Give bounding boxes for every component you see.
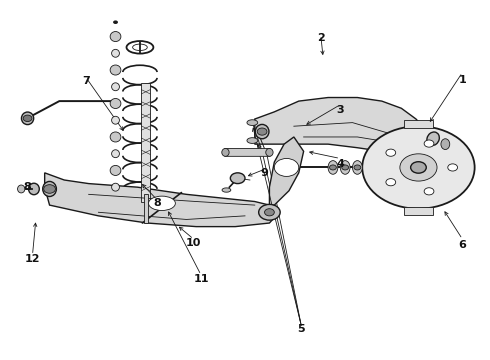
- Circle shape: [386, 149, 395, 156]
- Ellipse shape: [222, 188, 231, 192]
- Text: 12: 12: [24, 254, 40, 264]
- FancyBboxPatch shape: [404, 207, 433, 215]
- Circle shape: [424, 188, 434, 195]
- Polygon shape: [45, 173, 279, 226]
- Circle shape: [354, 165, 361, 170]
- Ellipse shape: [427, 132, 440, 145]
- Circle shape: [386, 179, 395, 186]
- Ellipse shape: [28, 183, 39, 195]
- Ellipse shape: [247, 120, 258, 126]
- Ellipse shape: [247, 138, 258, 143]
- Ellipse shape: [222, 148, 229, 156]
- Circle shape: [274, 158, 299, 176]
- Ellipse shape: [112, 183, 120, 191]
- FancyBboxPatch shape: [144, 194, 147, 223]
- Text: 5: 5: [297, 324, 305, 334]
- Text: 8: 8: [24, 182, 31, 192]
- Text: 11: 11: [193, 274, 209, 284]
- Ellipse shape: [112, 150, 120, 158]
- Circle shape: [330, 165, 336, 170]
- Ellipse shape: [352, 161, 362, 174]
- Text: 7: 7: [82, 76, 90, 86]
- Text: 10: 10: [186, 238, 201, 248]
- Ellipse shape: [255, 125, 269, 139]
- Polygon shape: [270, 137, 304, 205]
- Ellipse shape: [110, 65, 121, 75]
- Text: 8: 8: [153, 198, 161, 208]
- Text: 3: 3: [337, 105, 344, 115]
- Ellipse shape: [328, 161, 338, 174]
- Ellipse shape: [112, 116, 120, 124]
- Ellipse shape: [112, 49, 120, 57]
- Ellipse shape: [110, 165, 121, 175]
- FancyBboxPatch shape: [224, 148, 270, 156]
- Text: 1: 1: [459, 75, 466, 85]
- Ellipse shape: [110, 132, 121, 142]
- Ellipse shape: [112, 83, 120, 91]
- Polygon shape: [255, 98, 431, 155]
- FancyBboxPatch shape: [404, 120, 433, 128]
- Circle shape: [342, 165, 348, 170]
- Text: 6: 6: [459, 239, 466, 249]
- Ellipse shape: [22, 112, 34, 125]
- Circle shape: [23, 115, 32, 122]
- Circle shape: [44, 185, 55, 193]
- Text: 2: 2: [317, 33, 324, 43]
- Circle shape: [265, 209, 274, 216]
- Circle shape: [230, 173, 245, 184]
- Circle shape: [259, 204, 280, 220]
- Circle shape: [411, 162, 426, 173]
- Text: 9: 9: [261, 168, 269, 178]
- Ellipse shape: [18, 185, 25, 193]
- Ellipse shape: [110, 99, 121, 108]
- Circle shape: [113, 21, 118, 24]
- Circle shape: [257, 128, 267, 135]
- Ellipse shape: [266, 148, 273, 156]
- Circle shape: [424, 140, 434, 147]
- Ellipse shape: [110, 32, 121, 41]
- Ellipse shape: [441, 139, 450, 149]
- Circle shape: [400, 154, 437, 181]
- Ellipse shape: [148, 196, 175, 211]
- Circle shape: [448, 164, 458, 171]
- FancyBboxPatch shape: [142, 83, 150, 202]
- Text: 4: 4: [336, 159, 344, 169]
- Ellipse shape: [340, 161, 350, 174]
- Circle shape: [362, 126, 475, 209]
- Ellipse shape: [43, 181, 56, 197]
